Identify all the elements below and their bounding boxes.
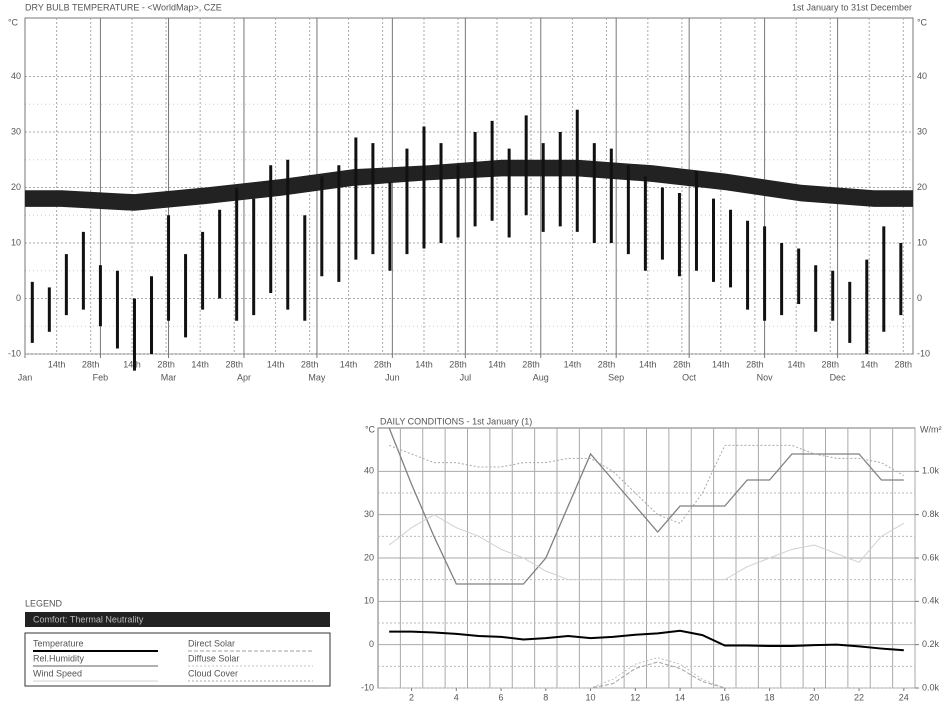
x-tick-label: 28th bbox=[157, 359, 175, 369]
legend-comfort-label: Comfort: Thermal Neutrality bbox=[33, 614, 144, 624]
x-tick-label: 22 bbox=[854, 692, 864, 702]
comfort-band bbox=[25, 159, 913, 211]
series-line bbox=[389, 444, 905, 524]
x-tick-label: 8 bbox=[543, 692, 548, 702]
x-tick-label: 2 bbox=[409, 692, 414, 702]
x-tick-label: 14th bbox=[712, 359, 730, 369]
x-tick-label: 28th bbox=[895, 359, 913, 369]
series-line bbox=[388, 427, 904, 585]
x-tick-label: 14th bbox=[415, 359, 433, 369]
x-tick-label: 28th bbox=[598, 359, 616, 369]
month-label: Dec bbox=[830, 372, 847, 382]
month-label: Sep bbox=[608, 372, 624, 382]
month-label: Oct bbox=[682, 372, 697, 382]
y-tick-label: -10 bbox=[361, 682, 374, 692]
y-tick-label: 30 bbox=[917, 126, 927, 136]
x-tick-label: 14th bbox=[564, 359, 582, 369]
y2-tick-label: 0.4k bbox=[922, 596, 940, 606]
legend-label: Temperature bbox=[33, 638, 84, 648]
y-tick-label: 0 bbox=[917, 293, 922, 303]
x-tick-label: 12 bbox=[630, 692, 640, 702]
y-tick-label: 20 bbox=[364, 552, 374, 562]
y-tick-label: 10 bbox=[917, 237, 927, 247]
x-tick-label: 6 bbox=[499, 692, 504, 702]
x-tick-label: 28th bbox=[522, 359, 540, 369]
legend-label: Rel.Humidity bbox=[33, 653, 85, 663]
y-unit: °C bbox=[365, 424, 376, 434]
y-tick-label: 10 bbox=[11, 237, 21, 247]
x-tick-label: 28th bbox=[82, 359, 100, 369]
y-tick-label: 30 bbox=[364, 509, 374, 519]
y-tick-label: 40 bbox=[11, 71, 21, 81]
legend-label: Direct Solar bbox=[188, 638, 235, 648]
month-label: May bbox=[308, 372, 326, 382]
y2-tick-label: 0.2k bbox=[922, 639, 940, 649]
x-tick-label: 28th bbox=[225, 359, 243, 369]
x-tick-label: 28th bbox=[449, 359, 467, 369]
x-tick-label: 14th bbox=[488, 359, 506, 369]
legend-comfort-swatch bbox=[25, 612, 330, 627]
series-line bbox=[389, 657, 904, 689]
x-tick-label: 28th bbox=[673, 359, 691, 369]
chart-subtitle: 1st January to 31st December bbox=[792, 2, 912, 12]
y-unit: °C bbox=[8, 17, 19, 27]
legend-title: LEGEND bbox=[25, 598, 63, 608]
x-tick-label: 28th bbox=[301, 359, 319, 369]
x-tick-label: 28th bbox=[822, 359, 840, 369]
month-label: Apr bbox=[237, 372, 251, 382]
month-label: Aug bbox=[533, 372, 549, 382]
y-tick-label: 20 bbox=[11, 182, 21, 192]
y-tick-label: 10 bbox=[364, 596, 374, 606]
chart-title: DRY BULB TEMPERATURE - <WorldMap>, CZE bbox=[25, 2, 222, 12]
month-label: Mar bbox=[161, 372, 177, 382]
x-tick-label: 14th bbox=[267, 359, 285, 369]
y-tick-label: -10 bbox=[8, 348, 21, 358]
x-tick-label: 28th bbox=[746, 359, 764, 369]
x-tick-label: 14th bbox=[48, 359, 66, 369]
x-tick-label: 10 bbox=[586, 692, 596, 702]
x-tick-label: 18 bbox=[765, 692, 775, 702]
x-tick-label: 24 bbox=[899, 692, 909, 702]
y2-tick-label: 0.0k bbox=[922, 682, 940, 692]
y-tick-label: -10 bbox=[917, 348, 930, 358]
y2-unit: W/m² bbox=[920, 424, 942, 434]
legend-label: Cloud Cover bbox=[188, 668, 238, 678]
legend-box bbox=[24, 632, 331, 687]
series-line bbox=[388, 514, 905, 581]
chart-title: DAILY CONDITIONS - 1st January (1) bbox=[380, 416, 532, 426]
month-label: Feb bbox=[93, 372, 109, 382]
y-tick-label: 0 bbox=[369, 639, 374, 649]
x-tick-label: 4 bbox=[454, 692, 459, 702]
y-tick-label: 30 bbox=[11, 126, 21, 136]
legend-label: Diffuse Solar bbox=[188, 653, 239, 663]
x-tick-label: 14th bbox=[787, 359, 805, 369]
y2-tick-label: 0.6k bbox=[922, 552, 940, 562]
x-tick-label: 14th bbox=[123, 359, 141, 369]
x-tick-label: 14th bbox=[340, 359, 358, 369]
y-tick-label: 0 bbox=[16, 293, 21, 303]
y-tick-label: 40 bbox=[364, 466, 374, 476]
month-label: Nov bbox=[757, 372, 774, 382]
y2-tick-label: 0.8k bbox=[922, 509, 940, 519]
y-unit: °C bbox=[917, 17, 928, 27]
y2-tick-label: 1.0k bbox=[922, 466, 940, 476]
y-tick-label: 20 bbox=[917, 182, 927, 192]
x-tick-label: 14th bbox=[191, 359, 209, 369]
x-tick-label: 20 bbox=[809, 692, 819, 702]
x-tick-label: 28th bbox=[374, 359, 392, 369]
x-tick-label: 14 bbox=[675, 692, 685, 702]
x-tick-label: 14th bbox=[639, 359, 657, 369]
month-label: Jan bbox=[18, 372, 33, 382]
y-tick-label: 40 bbox=[917, 71, 927, 81]
x-tick-label: 14th bbox=[860, 359, 878, 369]
series-line bbox=[389, 629, 904, 652]
legend-label: Wind Speed bbox=[33, 668, 82, 678]
month-label: Jun bbox=[385, 372, 400, 382]
x-tick-label: 16 bbox=[720, 692, 730, 702]
month-label: Jul bbox=[460, 372, 472, 382]
